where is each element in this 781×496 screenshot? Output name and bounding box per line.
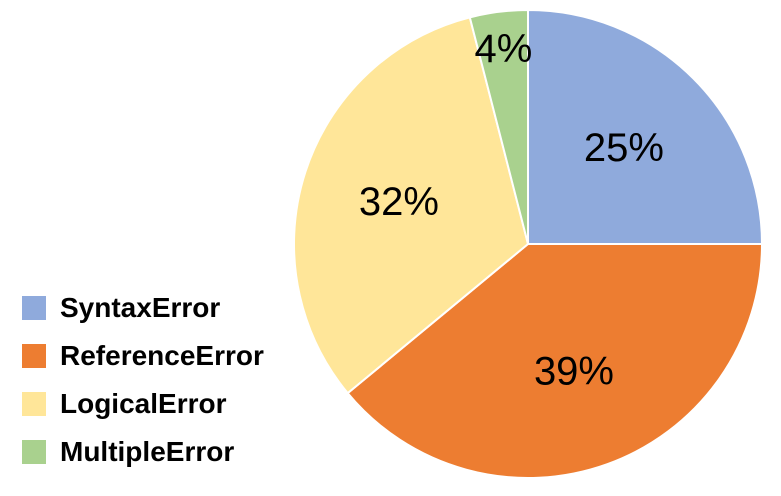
legend-label-syntaxerror: SyntaxError [60, 292, 221, 323]
pie-slice-multipleerror [468, 8, 529, 245]
data-label-syntaxerror: 25% [584, 126, 664, 170]
legend-swatch-syntaxerror [22, 296, 46, 320]
data-label-logicalerror: 32% [359, 180, 439, 224]
legend-swatch-referenceerror [22, 344, 46, 368]
legend-swatch-multipleerror [22, 440, 46, 464]
data-label-referenceerror: 39% [534, 350, 614, 394]
legend-label-referenceerror: ReferenceError [60, 340, 264, 371]
legend-label-multipleerror: MultipleError [60, 436, 235, 467]
legend-item-logicalerror: LogicalError [22, 380, 264, 428]
data-label-multipleerror: 4% [474, 27, 532, 71]
legend-label-logicalerror: LogicalError [60, 388, 227, 419]
pie-slice-logicalerror [293, 16, 530, 395]
legend-item-multipleerror: MultipleError [22, 428, 264, 476]
legend-item-referenceerror: ReferenceError [22, 332, 264, 380]
legend-swatch-logicalerror [22, 392, 46, 416]
pie-slice-syntaxerror [527, 8, 764, 245]
chart-legend: SyntaxError ReferenceError LogicalError … [22, 284, 264, 476]
legend-item-syntaxerror: SyntaxError [22, 284, 264, 332]
pie-slice-referenceerror [346, 243, 764, 479]
